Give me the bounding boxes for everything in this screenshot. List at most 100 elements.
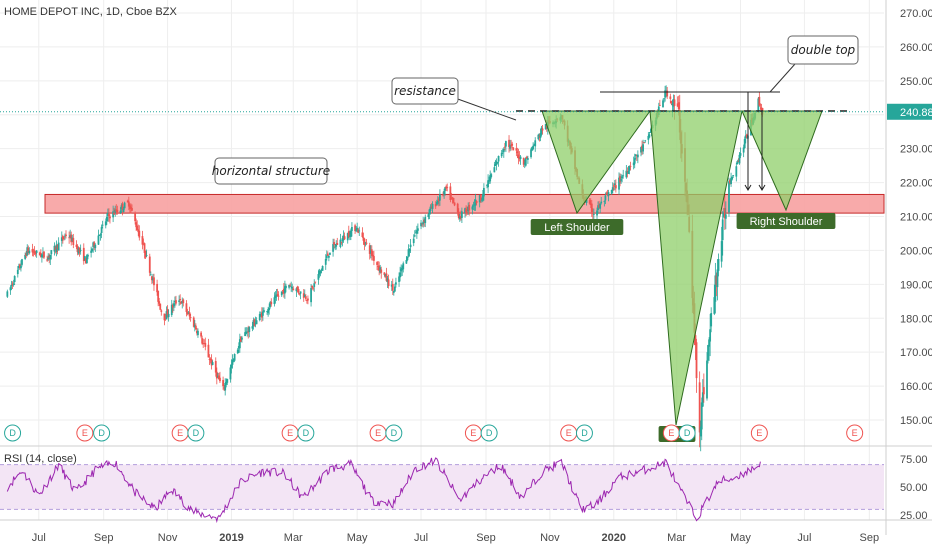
right-shoulder-label: Right Shoulder bbox=[736, 213, 836, 229]
candle-body bbox=[135, 222, 138, 228]
candle-body bbox=[620, 179, 623, 181]
candle-body bbox=[405, 259, 408, 264]
time-tick-label: Jul bbox=[414, 532, 428, 544]
candle-body bbox=[171, 304, 174, 308]
earnings-marker-text: E bbox=[177, 428, 183, 438]
double-top-note-text: double top bbox=[791, 43, 856, 57]
candle-body bbox=[19, 264, 21, 268]
candle-body bbox=[644, 140, 647, 142]
candle-body bbox=[178, 300, 181, 302]
candle-body bbox=[444, 187, 447, 191]
candle-body bbox=[730, 177, 732, 184]
candle-body bbox=[757, 98, 760, 113]
candle-body bbox=[538, 135, 541, 137]
candle-body bbox=[439, 194, 441, 201]
candle-body bbox=[71, 237, 74, 241]
candle-body bbox=[214, 361, 217, 373]
candle-body bbox=[312, 287, 315, 289]
candle-body bbox=[156, 283, 159, 293]
candle-body bbox=[610, 190, 613, 194]
candle-body bbox=[241, 337, 243, 340]
candle-body bbox=[319, 270, 322, 274]
candle-body bbox=[68, 237, 71, 239]
candle-body bbox=[149, 274, 152, 276]
candle-body bbox=[398, 276, 400, 282]
candle-body bbox=[131, 208, 133, 211]
resistance-note: resistance bbox=[391, 77, 517, 121]
candle-body bbox=[310, 288, 312, 303]
candle-body bbox=[334, 246, 337, 248]
candle-body bbox=[115, 209, 118, 212]
candle-body bbox=[504, 141, 507, 147]
candle-body bbox=[362, 237, 365, 241]
candle-body bbox=[65, 234, 67, 237]
candle-body bbox=[233, 354, 236, 361]
candle-body bbox=[632, 162, 635, 166]
candle-body bbox=[475, 200, 478, 204]
candle-body bbox=[259, 314, 262, 316]
candle-body bbox=[502, 148, 505, 153]
candle-body bbox=[90, 250, 93, 253]
candle-body bbox=[208, 359, 211, 360]
candle-body bbox=[157, 290, 160, 302]
candle-body bbox=[370, 249, 373, 256]
candle-body bbox=[625, 170, 628, 178]
candle-body bbox=[508, 139, 510, 147]
candle-body bbox=[384, 274, 387, 277]
candle-body bbox=[104, 221, 107, 226]
candle-body bbox=[99, 234, 102, 236]
earnings-marker-text: E bbox=[375, 428, 381, 438]
candle-body bbox=[524, 158, 527, 166]
candle-body bbox=[713, 297, 716, 314]
candle-body bbox=[649, 132, 652, 133]
candle-body bbox=[144, 250, 147, 258]
candle-body bbox=[618, 177, 620, 190]
candle-body bbox=[619, 176, 621, 183]
candle-body bbox=[314, 281, 317, 283]
time-tick-label: Jul bbox=[32, 532, 46, 544]
candle-body bbox=[128, 205, 131, 209]
candle-body bbox=[533, 144, 536, 146]
candle-body bbox=[266, 311, 268, 312]
candle-body bbox=[197, 330, 199, 336]
candle-body bbox=[82, 247, 85, 262]
candle-body bbox=[421, 223, 423, 225]
candle-body bbox=[57, 242, 60, 251]
candle-body bbox=[152, 278, 154, 281]
candle-body bbox=[515, 148, 518, 151]
candle-body bbox=[744, 135, 747, 139]
candle-body bbox=[77, 248, 80, 254]
candle-body bbox=[204, 342, 207, 347]
candle-body bbox=[289, 285, 292, 287]
candle-body bbox=[277, 295, 280, 297]
candle-body bbox=[87, 255, 89, 257]
candle-body bbox=[285, 285, 287, 289]
candle-body bbox=[100, 227, 103, 234]
candle-body bbox=[399, 272, 402, 278]
candle-body bbox=[53, 245, 56, 252]
candle-body bbox=[60, 237, 63, 241]
candle-body bbox=[141, 236, 144, 245]
candle-body bbox=[363, 238, 366, 246]
candle-body bbox=[296, 286, 299, 290]
rsi-line bbox=[6, 457, 761, 524]
candle-body bbox=[302, 293, 305, 298]
candle-body bbox=[497, 156, 500, 162]
candle-body bbox=[108, 213, 110, 216]
candle-body bbox=[412, 238, 415, 244]
candle-body bbox=[130, 206, 132, 209]
dividend-marker-text: D bbox=[486, 428, 493, 438]
candle-body bbox=[28, 250, 31, 254]
candle-body bbox=[229, 367, 232, 380]
candle-body bbox=[317, 274, 320, 280]
candle-body bbox=[474, 199, 477, 206]
candle-body bbox=[172, 303, 175, 306]
candle-body bbox=[482, 187, 485, 197]
time-tick-label: Sep bbox=[860, 532, 880, 544]
candle-body bbox=[297, 289, 300, 293]
price-candles bbox=[6, 85, 764, 452]
candle-body bbox=[456, 203, 459, 213]
candle-body bbox=[478, 194, 481, 203]
candle-body bbox=[189, 317, 192, 318]
